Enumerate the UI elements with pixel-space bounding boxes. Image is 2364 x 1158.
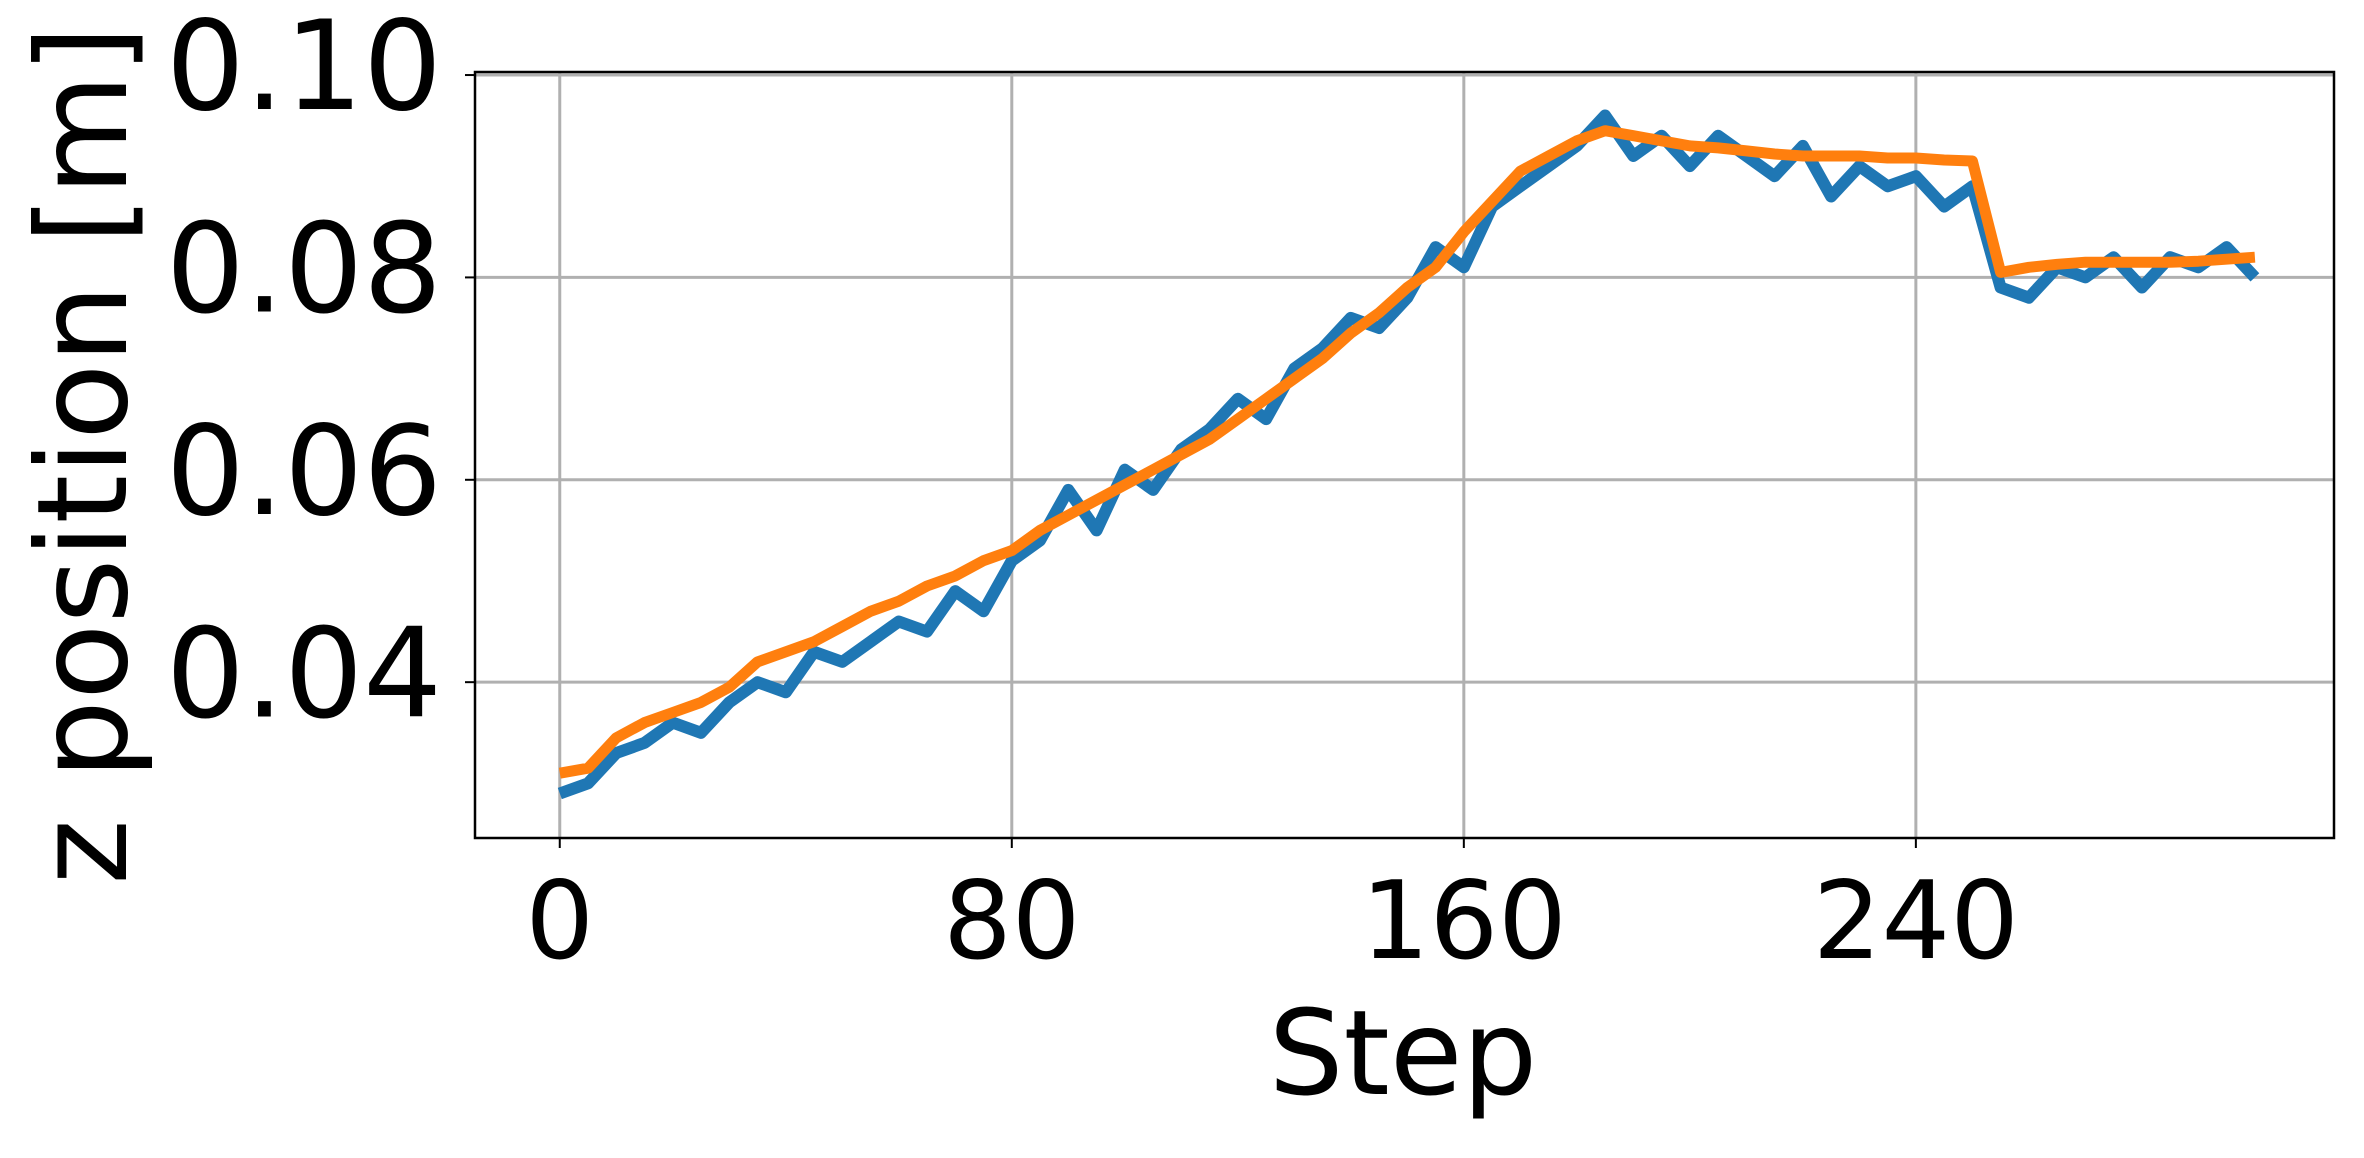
x-tick-label: 0 bbox=[525, 859, 594, 984]
line-series bbox=[557, 109, 2260, 800]
line-series bbox=[558, 125, 2256, 779]
y-tick-label: 0.04 bbox=[166, 602, 442, 746]
y-tick-label: 0.08 bbox=[166, 198, 442, 342]
x-axis-label: Step bbox=[1269, 984, 1538, 1122]
x-tick-label: 160 bbox=[1361, 859, 1567, 984]
y-tick-label: 0.10 bbox=[166, 0, 442, 139]
y-axis-label: z position [m] bbox=[11, 25, 156, 885]
x-tick-label: 80 bbox=[943, 859, 1080, 984]
y-tick-label: 0.06 bbox=[166, 400, 442, 544]
plot-frame bbox=[473, 70, 2336, 840]
x-tick-label: 240 bbox=[1813, 859, 2019, 984]
